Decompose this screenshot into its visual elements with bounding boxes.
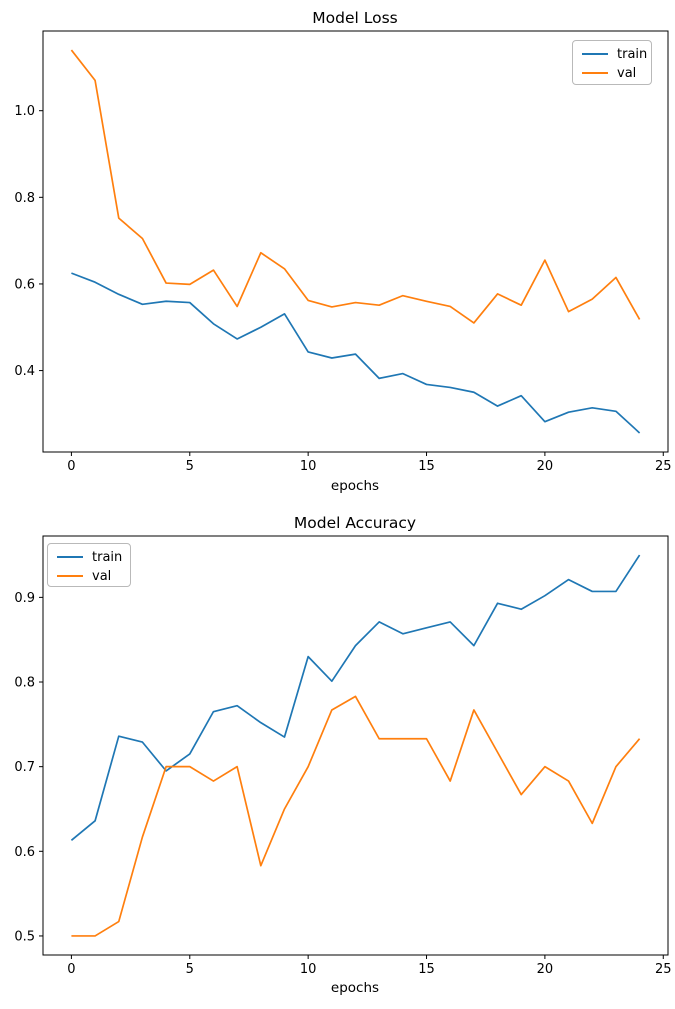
y-tick-label: 0.8: [14, 191, 35, 206]
y-tick-label: 0.6: [14, 845, 35, 860]
legend-entry-val: val: [57, 568, 121, 584]
legend-label-train: train: [617, 46, 648, 62]
x-tick-label: 5: [186, 459, 194, 474]
val-line-swatch: [582, 72, 608, 74]
axes-spines: [42, 30, 669, 453]
val-series-line: [71, 695, 641, 937]
val-series-line: [70, 49, 641, 324]
x-tick-label: 5: [186, 962, 194, 977]
y-tick-label: 1.0: [14, 104, 35, 119]
accuracy-chart-title: Model Accuracy: [294, 514, 416, 532]
accuracy-legend: train val: [47, 543, 131, 587]
loss-xaxis-label: epochs: [331, 478, 379, 494]
y-tick-label: 0.5: [14, 929, 35, 944]
legend-label-train: train: [92, 549, 123, 565]
x-tick-label: 20: [537, 459, 554, 474]
axes-spines: [42, 535, 669, 956]
legend-entry-val: val: [582, 65, 642, 81]
x-tick-label: 15: [418, 459, 435, 474]
train-series-line: [70, 554, 641, 841]
accuracy-plot-area: Model Accuracy epochs 0 5 10 15 20 25 0.5 0.6 0.…: [14, 514, 672, 996]
x-tick-label: 25: [655, 459, 672, 474]
train-line-swatch: [57, 556, 83, 558]
legend-entry-train: train: [57, 549, 123, 565]
legend-label-val: val: [617, 65, 637, 81]
loss-chart-title: Model Loss: [312, 9, 397, 27]
y-tick-label: 0.4: [14, 364, 35, 379]
y-tick-label: 0.8: [14, 676, 35, 691]
loss-legend: train val: [572, 40, 652, 85]
y-tick-label: 0.6: [14, 277, 35, 292]
x-tick-label: 0: [67, 962, 75, 977]
x-tick-label: 0: [67, 459, 75, 474]
y-tick-label: 0.7: [14, 760, 35, 775]
train-series-line: [71, 272, 641, 434]
loss-chart: Model Loss epochs 0 5 10 15 20 25 0.4 0.6 0.8 1.0…: [14, 9, 672, 494]
x-tick-label: 10: [300, 962, 317, 977]
legend-label-val: val: [92, 568, 112, 584]
y-tick-label: 0.9: [14, 591, 35, 606]
accuracy-chart: Model Accuracy epochs 0 5 10 15 20 25 0.5 0.6 0.…: [0, 505, 675, 1009]
x-tick-label: 10: [300, 459, 317, 474]
x-tick-label: 20: [537, 962, 554, 977]
x-tick-label: 15: [418, 962, 435, 977]
accuracy-xaxis-label: epochs: [331, 980, 379, 996]
x-tick-label: 25: [655, 962, 672, 977]
val-line-swatch: [57, 575, 83, 577]
loss-plot-area: Model Loss epochs 0 5 10 15 20 25 0.4 0.6 0.8 1.0: [14, 9, 672, 494]
train-line-swatch: [582, 53, 608, 55]
legend-entry-train: train: [582, 48, 647, 61]
